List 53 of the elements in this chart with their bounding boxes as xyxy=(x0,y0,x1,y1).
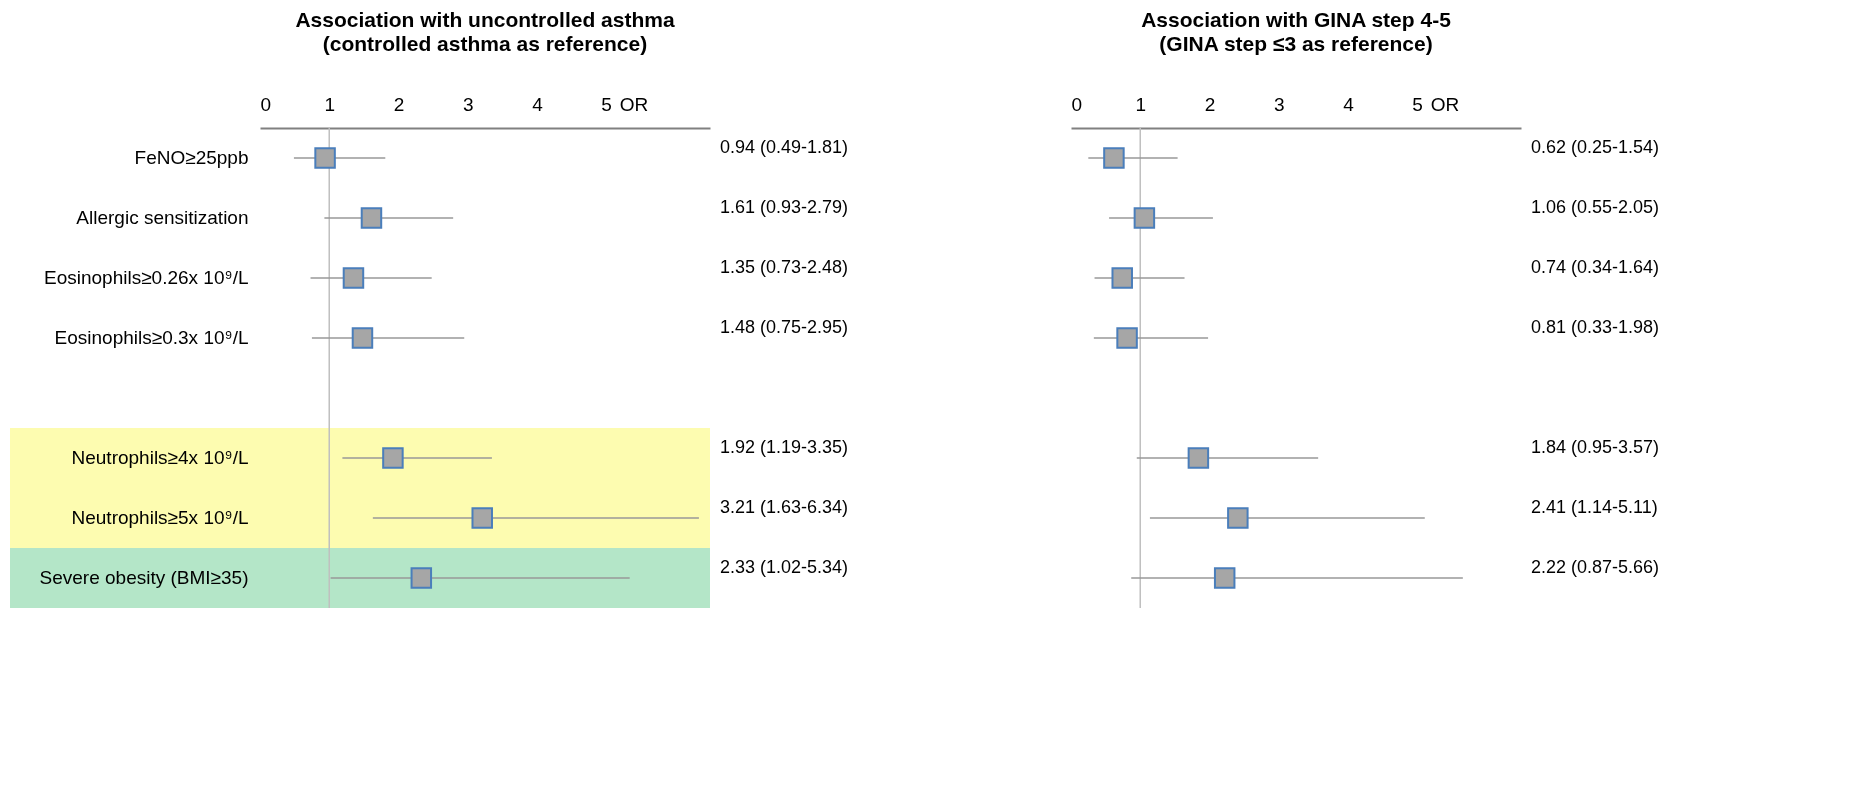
x-tick-label: 2 xyxy=(1204,93,1216,115)
point xyxy=(314,147,336,169)
data-label: 1.92 (1.19-3.35) xyxy=(720,437,849,457)
data-label: 2.41 (1.14-5.11) xyxy=(1531,497,1658,517)
x-tick-label: 5 xyxy=(601,93,612,115)
point xyxy=(351,327,374,349)
point xyxy=(410,567,433,589)
y-tick-label: Neutrophils≥5x 10⁹/L xyxy=(71,507,249,528)
y-tick-label: Eosinophils≥0.3x 10⁹/L xyxy=(54,327,249,348)
data-label: 0.62 (0.25-1.54) xyxy=(1531,137,1660,157)
data-label: 3.21 (1.63-6.34) xyxy=(720,497,849,517)
point xyxy=(1133,207,1156,229)
data-label: 0.94 (0.49-1.81) xyxy=(720,137,849,157)
chart-subtitle: (GINA step ≤3 as reference) xyxy=(1159,32,1433,55)
x-axis-title: OR xyxy=(1430,93,1460,115)
y-tick-label: Allergic sensitization xyxy=(76,207,249,228)
chart-subtitle: (controlled asthma as reference) xyxy=(322,32,648,55)
x-tick-label: 4 xyxy=(532,93,544,115)
data-label: 1.84 (0.95-3.57) xyxy=(1531,437,1660,457)
x-axis-title: OR xyxy=(619,93,649,115)
x-tick-label: 0 xyxy=(1071,93,1083,115)
y-tick-label: Severe obesity (BMI≥35) xyxy=(39,567,249,588)
point xyxy=(382,447,404,469)
data-label: 1.06 (0.55-2.05) xyxy=(1531,197,1660,217)
point xyxy=(471,507,493,529)
data-label: 0.81 (0.33-1.98) xyxy=(1531,317,1660,337)
x-tick-label: 2 xyxy=(393,93,405,115)
x-tick-label: 1 xyxy=(1135,93,1147,115)
point xyxy=(1213,567,1236,589)
data-label: 2.33 (1.02-5.34) xyxy=(720,557,849,577)
y-tick-label: Neutrophils≥4x 10⁹/L xyxy=(71,447,249,468)
point xyxy=(360,207,383,229)
x-tick-label: 3 xyxy=(1273,93,1285,115)
point xyxy=(1103,147,1125,169)
x-tick-label: 5 xyxy=(1412,93,1423,115)
data-label: 1.48 (0.75-2.95) xyxy=(720,317,849,337)
data-label: 2.22 (0.87-5.66) xyxy=(1531,557,1660,577)
data-label: 0.74 (0.34-1.64) xyxy=(1531,257,1660,277)
chart-title: Association with uncontrolled asthma xyxy=(295,8,675,31)
x-tick-label: 0 xyxy=(260,93,272,115)
point xyxy=(1227,507,1249,529)
point xyxy=(1116,327,1138,349)
point xyxy=(1187,447,1210,469)
y-tick-label: Eosinophils≥0.26x 10⁹/L xyxy=(44,267,249,288)
chart-title: Association with GINA step 4-5 xyxy=(1141,8,1452,31)
y-tick-label: FeNO≥25ppb xyxy=(134,147,249,168)
x-tick-label: 4 xyxy=(1343,93,1355,115)
data-label: 1.61 (0.93-2.79) xyxy=(720,197,849,217)
point xyxy=(342,267,365,289)
point xyxy=(1111,267,1133,289)
x-tick-label: 1 xyxy=(324,93,336,115)
x-tick-label: 3 xyxy=(462,93,474,115)
data-label: 1.35 (0.73-2.48) xyxy=(720,257,849,277)
